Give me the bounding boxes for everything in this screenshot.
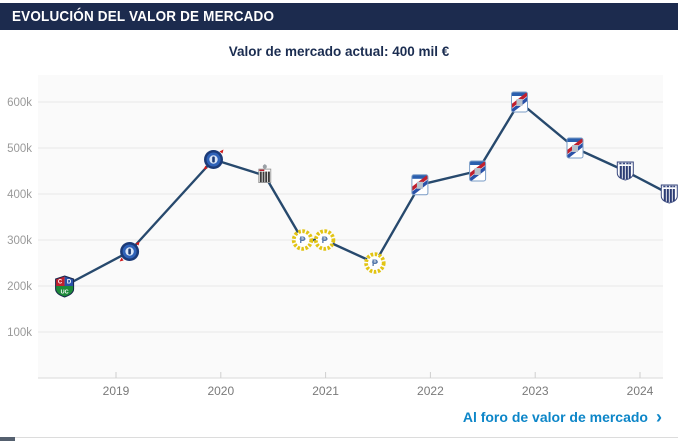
data-point-flag-crest-badge[interactable]	[411, 174, 429, 196]
data-point-yellow-ring-badge[interactable]: ₱	[364, 252, 386, 274]
x-tick-label: 2023	[522, 384, 549, 398]
y-tick-label: 400k	[7, 189, 32, 201]
data-point-flag-crest-badge[interactable]	[469, 160, 487, 182]
svg-text:₱: ₱	[372, 258, 378, 268]
svg-text:C: C	[58, 280, 63, 286]
y-tick-label: 500k	[7, 143, 32, 155]
forum-link[interactable]: Al foro de valor de mercado ›	[463, 405, 662, 429]
x-tick-label: 2019	[103, 384, 130, 398]
data-point-yellow-ring-badge[interactable]: ₱	[313, 229, 336, 251]
svg-text:D: D	[67, 280, 72, 286]
data-point-striped-shield-badge[interactable]	[616, 161, 634, 181]
svg-text:UC: UC	[61, 290, 69, 296]
data-point-striped-crown-badge[interactable]	[258, 164, 272, 183]
data-point-striped-shield-badge[interactable]	[660, 184, 678, 204]
data-point-round-blue-badge[interactable]	[119, 241, 140, 262]
y-tick-label: 300k	[7, 235, 32, 247]
x-tick-label: 2024	[627, 384, 654, 398]
market-value-line-chart: 100k 200k 300k 400k 500k 600k 2019 2020 2021 2022…	[7, 75, 678, 398]
x-tick-label: 2022	[417, 384, 444, 398]
current-market-value-label: Valor de mercado actual: 400 mil €	[228, 44, 450, 59]
market-value-chart: 100k 200k 300k 400k 500k 600k 2019 2020 2021 2022…	[0, 62, 678, 407]
data-point-yellow-ring-badge[interactable]: ₱	[291, 229, 314, 251]
y-tick-label: 600k	[7, 97, 32, 109]
y-tick-label: 200k	[7, 281, 32, 293]
divider	[0, 437, 678, 438]
svg-text:₱: ₱	[322, 235, 328, 245]
svg-text:₱: ₱	[299, 235, 305, 245]
forum-link-label[interactable]: Al foro de valor de mercado	[462, 409, 648, 425]
x-tick-label: 2021	[312, 384, 339, 398]
chevron-right-icon: ›	[656, 407, 662, 427]
x-tick-label: 2020	[207, 384, 234, 398]
data-point-flag-crest-badge[interactable]	[566, 137, 584, 159]
plot-area	[38, 75, 663, 378]
widget-header: EVOLUCIÓN DEL VALOR DE MERCADO	[0, 3, 678, 30]
page-title: EVOLUCIÓN DEL VALOR DE MERCADO	[12, 8, 275, 25]
scrollbar-fragment	[0, 437, 15, 441]
data-point-cduc-shield-badge[interactable]: C D UC	[55, 275, 75, 298]
y-tick-label: 100k	[7, 327, 32, 339]
data-point-flag-crest-badge[interactable]	[511, 91, 529, 113]
data-point-round-blue-badge[interactable]	[203, 149, 224, 170]
